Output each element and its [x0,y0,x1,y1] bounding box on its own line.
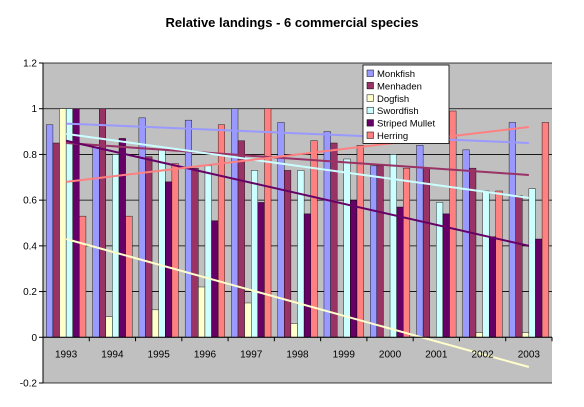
x-tick-label: 1996 [194,349,217,360]
bar-monkfish [277,122,285,338]
bar-menhaden [376,165,384,338]
bar-monkfish [508,122,516,338]
bar-striped-mullet [442,213,450,338]
trendline-monkfish [66,122,529,144]
trendline-swordfish [65,132,530,199]
bar-striped-mullet [488,236,496,338]
legend-swatch [366,94,374,102]
bar-swordfish [112,154,120,338]
legend-swatch [366,69,374,77]
trendline-dogfish [65,238,530,368]
trendline-striped-mullet [65,139,530,247]
y-tick-label: -0.2 [20,379,38,390]
bar-monkfish [231,108,239,338]
bar-monkfish [416,145,424,338]
bar-dogfish [475,332,483,338]
y-tick-label: 0.6 [23,196,37,207]
bar-swordfish [251,170,259,338]
x-tick-label: 2000 [379,349,402,360]
bar-swordfish [158,149,166,338]
bar-swordfish [482,190,490,338]
x-tick-label: 1993 [55,349,78,360]
bar-menhaden [191,167,199,338]
bars [46,108,549,338]
bar-menhaden [237,140,245,338]
y-tick-label: 0 [31,333,37,344]
bar-dogfish [198,286,206,338]
bar-menhaden [99,108,107,338]
bar-herring [495,190,503,338]
legend-label: Striped Mullet [377,119,435,130]
bar-dogfish [151,309,159,338]
bar-dogfish [244,302,252,338]
legend-label: Menhaden [377,81,422,92]
bar-swordfish [528,188,536,338]
y-tick-label: 0.8 [23,150,37,161]
trendline-herring [66,126,529,183]
trendlines [65,122,530,368]
x-tick-label: 2003 [518,349,541,360]
bar-monkfish [370,165,378,338]
bar-monkfish [46,124,54,338]
bar-menhaden [52,142,60,338]
axes: -0.2 0 0.2 0.4 0.6 0.8 1 1.2 1993 1994 1995 1996 199… [20,59,553,390]
chart-title: Relative landings - 6 commercial species [166,15,419,30]
bar-monkfish [92,147,100,338]
bar-menhaden [422,167,430,338]
bar-herring [403,167,411,338]
y-tick-label: 1.2 [23,59,37,70]
legend-swatch [366,131,374,139]
bar-dogfish [59,108,67,338]
bar-swordfish [389,154,397,338]
legend-label: Herring [377,131,408,142]
legend-label: Swordfish [377,106,419,117]
bar-dogfish [290,323,298,338]
bar-menhaden [145,156,153,338]
bar-herring [171,163,179,338]
bar-herring [449,110,457,338]
legend-label: Dogfish [377,94,409,105]
bar-swordfish [204,165,212,338]
bar-monkfish [184,119,192,338]
y-tick-label: 1 [31,104,37,115]
bar-herring [264,108,272,338]
bar-monkfish [138,117,146,338]
legend-swatch [366,82,374,90]
bar-striped-mullet [535,238,543,338]
legend-swatch [366,106,374,114]
x-tick-label: 1997 [240,349,263,360]
bar-herring [125,215,133,338]
bar-striped-mullet [165,181,173,338]
x-tick-label: 1994 [101,349,124,360]
x-tick-label: 1995 [148,349,171,360]
y-tick-label: 0.2 [23,287,37,298]
bar-striped-mullet [118,138,126,338]
bar-menhaden [469,167,477,338]
bar-monkfish [462,149,470,338]
x-tick-label: 1998 [286,349,309,360]
x-tick-label: 2001 [425,349,448,360]
x-tick-label: 2002 [471,349,494,360]
bar-striped-mullet [396,206,404,338]
bar-herring [79,215,87,338]
legend-label: Monkfish [377,69,415,80]
bar-striped-mullet [350,199,358,338]
x-tick-label: 1999 [333,349,356,360]
bar-dogfish [522,332,530,338]
legend-box [362,64,450,144]
trendline-menhaden [66,142,529,176]
bar-striped-mullet [303,213,311,338]
bar-menhaden [284,170,292,338]
bar-swordfish [343,158,351,338]
legend-swatch [366,119,374,127]
bar-herring [541,122,549,338]
bar-dogfish [105,316,113,338]
bar-swordfish [436,202,444,338]
y-tick-label: 0.4 [23,241,37,252]
bar-menhaden [515,195,523,338]
bar-striped-mullet [257,202,265,338]
bar-monkfish [323,131,331,338]
